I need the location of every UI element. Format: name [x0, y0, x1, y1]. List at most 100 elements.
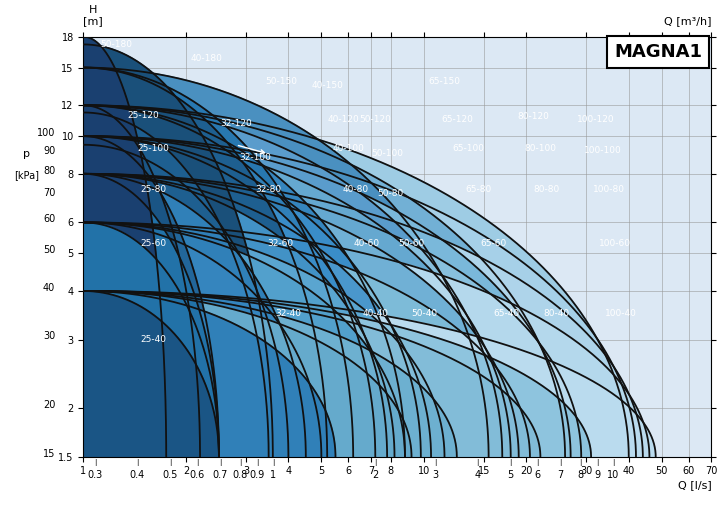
Text: 40-150: 40-150: [311, 81, 343, 90]
Text: 8: 8: [577, 470, 583, 480]
Text: |: |: [219, 459, 221, 466]
Text: 25-80: 25-80: [140, 185, 166, 194]
Text: 65-60: 65-60: [480, 239, 507, 248]
Polygon shape: [83, 223, 405, 457]
Text: 50-100: 50-100: [371, 150, 403, 159]
Text: 80-100: 80-100: [524, 144, 556, 153]
Text: 1: 1: [270, 470, 276, 480]
Text: 10: 10: [607, 470, 619, 480]
Polygon shape: [83, 106, 405, 457]
Text: H
[m]: H [m]: [83, 5, 103, 26]
Polygon shape: [83, 45, 273, 457]
Polygon shape: [83, 106, 565, 457]
Text: 4: 4: [475, 470, 481, 480]
Polygon shape: [83, 136, 510, 457]
Text: 5: 5: [507, 470, 514, 480]
Polygon shape: [83, 174, 518, 457]
Text: 30: 30: [43, 331, 55, 341]
Polygon shape: [83, 223, 650, 457]
Text: 100: 100: [37, 128, 55, 138]
Text: 32-120: 32-120: [220, 119, 251, 128]
Polygon shape: [83, 223, 530, 457]
Text: 65-120: 65-120: [441, 116, 473, 124]
Text: [kPa]: [kPa]: [15, 170, 39, 181]
Text: 40-100: 40-100: [333, 144, 364, 153]
Text: 32-100: 32-100: [240, 153, 272, 162]
Text: MAGNA1: MAGNA1: [614, 43, 702, 61]
Text: 0.9: 0.9: [250, 470, 265, 480]
Text: 40-60: 40-60: [354, 239, 380, 248]
Text: |: |: [434, 459, 436, 466]
Text: 50-120: 50-120: [359, 116, 391, 124]
Text: 20: 20: [43, 400, 55, 410]
Text: 7: 7: [558, 470, 563, 480]
Polygon shape: [83, 136, 219, 457]
Text: 65-40: 65-40: [494, 309, 520, 318]
Text: 65-150: 65-150: [428, 77, 460, 86]
Polygon shape: [83, 106, 375, 457]
Text: 0.5: 0.5: [163, 470, 178, 480]
Text: 0.6: 0.6: [189, 470, 205, 480]
Text: |: |: [374, 459, 377, 466]
Text: 100-40: 100-40: [605, 309, 637, 318]
Text: |: |: [510, 459, 512, 466]
Text: 32-40: 32-40: [275, 309, 301, 318]
Text: 100-80: 100-80: [593, 185, 625, 194]
Text: Q [m³/h]: Q [m³/h]: [664, 16, 711, 26]
Text: 40: 40: [43, 283, 55, 293]
Polygon shape: [83, 112, 269, 457]
Text: 50: 50: [43, 245, 55, 255]
Text: 50-150: 50-150: [265, 77, 297, 86]
Polygon shape: [83, 223, 444, 457]
Text: 40-80: 40-80: [343, 185, 369, 194]
Text: 100-60: 100-60: [599, 239, 631, 248]
Text: 0.8: 0.8: [232, 470, 248, 480]
Text: 40-120: 40-120: [327, 116, 359, 124]
Text: 80-40: 80-40: [543, 309, 569, 318]
Text: |: |: [579, 459, 582, 466]
Polygon shape: [83, 68, 353, 457]
Text: 15: 15: [43, 448, 55, 458]
Text: 32-80: 32-80: [256, 185, 282, 194]
Polygon shape: [83, 136, 387, 457]
Text: 0.7: 0.7: [213, 470, 228, 480]
Polygon shape: [83, 136, 636, 457]
Text: 70: 70: [43, 188, 55, 198]
Text: |: |: [196, 459, 198, 466]
Polygon shape: [83, 291, 591, 457]
Text: 90: 90: [43, 145, 55, 156]
Polygon shape: [83, 291, 412, 457]
Polygon shape: [83, 106, 629, 457]
Polygon shape: [83, 174, 431, 457]
Text: 0.3: 0.3: [87, 470, 102, 480]
Text: 0.4: 0.4: [130, 470, 145, 480]
Text: |: |: [612, 459, 614, 466]
Text: 80-120: 80-120: [518, 112, 550, 121]
Text: 3: 3: [432, 470, 439, 480]
Text: 50-180: 50-180: [100, 40, 132, 49]
Polygon shape: [83, 223, 219, 457]
Text: |: |: [169, 459, 171, 466]
Polygon shape: [83, 174, 306, 457]
Text: 65-100: 65-100: [452, 144, 484, 153]
Text: p: p: [23, 149, 30, 160]
Polygon shape: [83, 223, 322, 457]
Text: 50-40: 50-40: [411, 309, 437, 318]
Text: |: |: [94, 459, 96, 466]
Text: 25-120: 25-120: [128, 111, 159, 120]
Text: 50-80: 50-80: [378, 190, 404, 198]
Text: 80: 80: [43, 165, 55, 175]
Polygon shape: [83, 291, 219, 457]
Polygon shape: [83, 68, 489, 457]
Text: |: |: [272, 459, 274, 466]
Text: 25-60: 25-60: [140, 239, 166, 248]
Polygon shape: [83, 291, 457, 457]
Text: 40-40: 40-40: [362, 309, 388, 318]
Polygon shape: [83, 145, 288, 457]
Polygon shape: [83, 136, 421, 457]
Polygon shape: [83, 106, 200, 457]
Text: 80-80: 80-80: [534, 185, 560, 194]
Text: |: |: [559, 459, 562, 466]
Polygon shape: [83, 291, 656, 457]
Text: 9: 9: [595, 470, 600, 480]
